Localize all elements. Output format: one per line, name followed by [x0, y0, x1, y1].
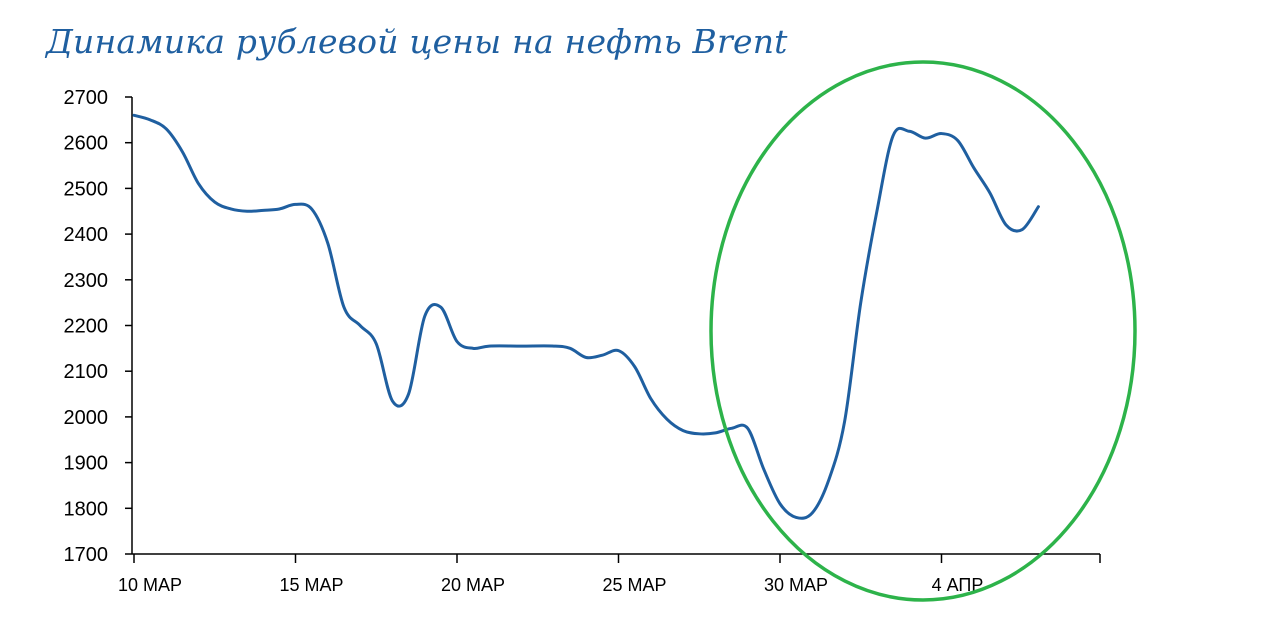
series-line: [132, 113, 1040, 520]
y-tick-label: 2600: [64, 133, 109, 155]
y-tick-label: 2000: [64, 407, 109, 429]
x-tick-label: 4 АПР: [932, 575, 984, 595]
y-tick-label: 2400: [64, 224, 109, 246]
y-tick-label: 1800: [64, 498, 109, 520]
x-tick-label: 10 МАР: [118, 575, 182, 595]
y-tick-label: 2300: [64, 270, 109, 292]
x-tick-label: 20 МАР: [441, 575, 505, 595]
x-tick-label: 30 МАР: [764, 575, 828, 595]
chart-title: Динамика рублевой цены на нефть Brent: [46, 22, 788, 61]
y-tick-label: 1700: [64, 544, 109, 566]
y-tick-label: 2200: [64, 316, 109, 338]
y-axis: 1700 1800 1900 2000 2100 2200 2300 2400 2500 2600…: [64, 87, 133, 566]
highlight-ellipse: [709, 60, 1137, 602]
x-axis: 10 МАР 15 МАР 20 МАР 25 МАР 30 МАР 4 АПР: [118, 553, 1101, 595]
y-tick-label: 2100: [64, 361, 109, 383]
x-tick-label: 15 МАР: [279, 575, 343, 595]
x-tick-label: 25 МАР: [602, 575, 666, 595]
y-tick-label: 2700: [64, 87, 109, 109]
y-tick-label: 2500: [64, 178, 109, 200]
annotation-group: [709, 60, 1137, 602]
series-group: [132, 113, 1040, 520]
y-tick-label: 1900: [64, 453, 109, 475]
